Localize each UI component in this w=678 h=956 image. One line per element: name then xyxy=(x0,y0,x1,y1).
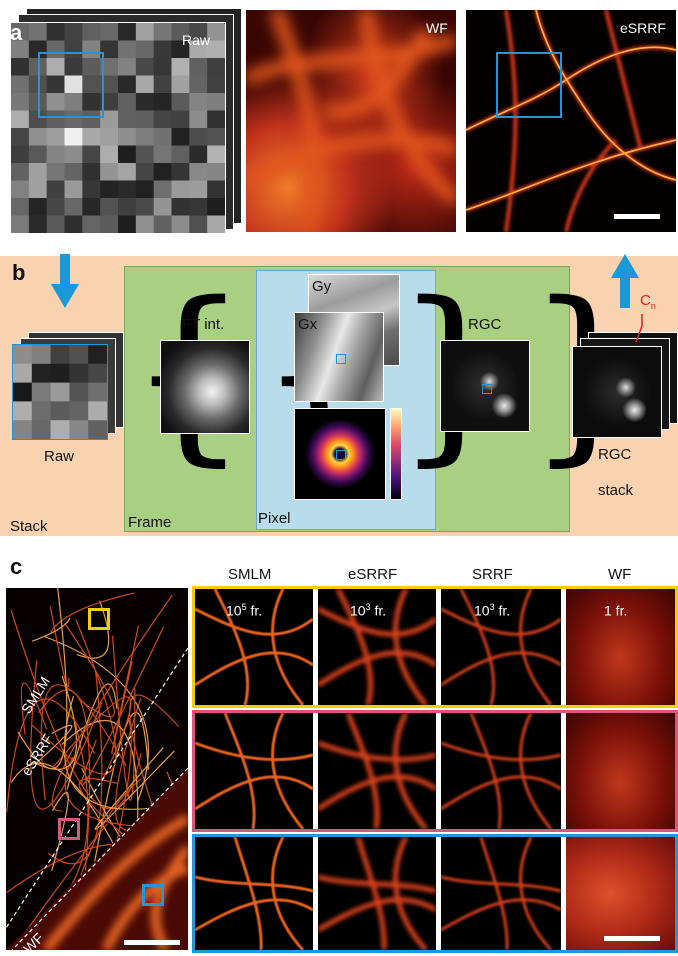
gy-label: Gy xyxy=(312,278,332,295)
raw-small-grid xyxy=(13,345,107,439)
zoom-tile xyxy=(318,837,436,950)
up-arrow-icon xyxy=(611,254,639,308)
wf-image xyxy=(246,10,456,232)
esrrf-image xyxy=(466,10,676,232)
cn-label: Cn xyxy=(640,292,656,311)
rgc-stack-label-2: stack xyxy=(598,482,634,499)
stack-label: Stack xyxy=(10,518,48,535)
radial-kernel-image xyxy=(294,408,386,500)
esrrf-scale-bar xyxy=(614,214,660,219)
raw-small-image xyxy=(12,344,108,440)
zoom-tile xyxy=(566,589,675,705)
esrrf-label: eSRRF xyxy=(620,20,666,36)
raw-pixel-grid xyxy=(11,23,225,233)
rgc-image xyxy=(440,340,530,432)
kernel-roi-box xyxy=(336,450,346,460)
col-header-esrrf: eSRRF xyxy=(348,566,398,583)
overview-roi-pink xyxy=(58,818,80,840)
zoom-tile xyxy=(318,589,436,705)
rgc-label: RGC xyxy=(468,316,502,333)
wf-filaments xyxy=(246,10,456,232)
pixel-label: Pixel xyxy=(258,510,291,527)
overview-roi-yellow xyxy=(88,608,110,630)
panel-a-letter: a xyxy=(10,20,23,45)
raw-label: Raw xyxy=(182,32,211,48)
zoom-tile xyxy=(566,713,675,829)
zoom-tile xyxy=(195,589,313,705)
raw-small-label: Raw xyxy=(44,448,75,465)
overview-image xyxy=(6,588,188,950)
zoom-tile xyxy=(195,837,313,950)
rgc-roi-box xyxy=(482,384,492,394)
overview-roi-blue xyxy=(142,884,164,906)
cn-pointer xyxy=(635,314,643,343)
colormap-bar xyxy=(390,408,402,500)
raw-image xyxy=(10,22,226,234)
ft-int-label: FT int. xyxy=(182,316,225,333)
zoom-tile xyxy=(441,837,561,950)
frames-label-wf: 1 fr. xyxy=(604,602,628,619)
overview-scale-bar xyxy=(124,940,180,945)
frames-label-esrrf: 103 fr. xyxy=(350,602,387,619)
col-header-smlm: SMLM xyxy=(228,566,272,583)
overview-filaments xyxy=(6,588,188,950)
frames-label-smlm: 105 fr. xyxy=(226,602,263,619)
rgc-stack-label-1: RGC xyxy=(598,446,632,463)
rgc-stack-image xyxy=(572,346,662,438)
down-arrow-icon xyxy=(51,254,79,308)
zoom-tile xyxy=(195,713,313,829)
panel-c-letter: c xyxy=(10,554,23,579)
wf-label: WF xyxy=(426,20,448,36)
frames-label-srrf: 103 fr. xyxy=(474,602,511,619)
raw-roi-box xyxy=(38,52,104,118)
tiles-scale-bar xyxy=(604,936,660,941)
frame-label: Frame xyxy=(128,514,172,531)
col-header-srrf: SRRF xyxy=(472,566,513,583)
zoom-tile xyxy=(566,837,675,950)
gx-label: Gx xyxy=(298,316,318,333)
col-header-wf: WF xyxy=(608,566,632,583)
zoom-tile xyxy=(441,713,561,829)
gx-roi-box xyxy=(336,354,346,364)
esrrf-filaments xyxy=(466,10,676,232)
gx-image xyxy=(294,312,384,402)
panel-b-letter: b xyxy=(12,260,26,285)
zoom-tile xyxy=(441,589,561,705)
ft-int-image xyxy=(160,340,250,434)
esrrf-roi-box xyxy=(496,52,562,118)
zoom-tile xyxy=(318,713,436,829)
